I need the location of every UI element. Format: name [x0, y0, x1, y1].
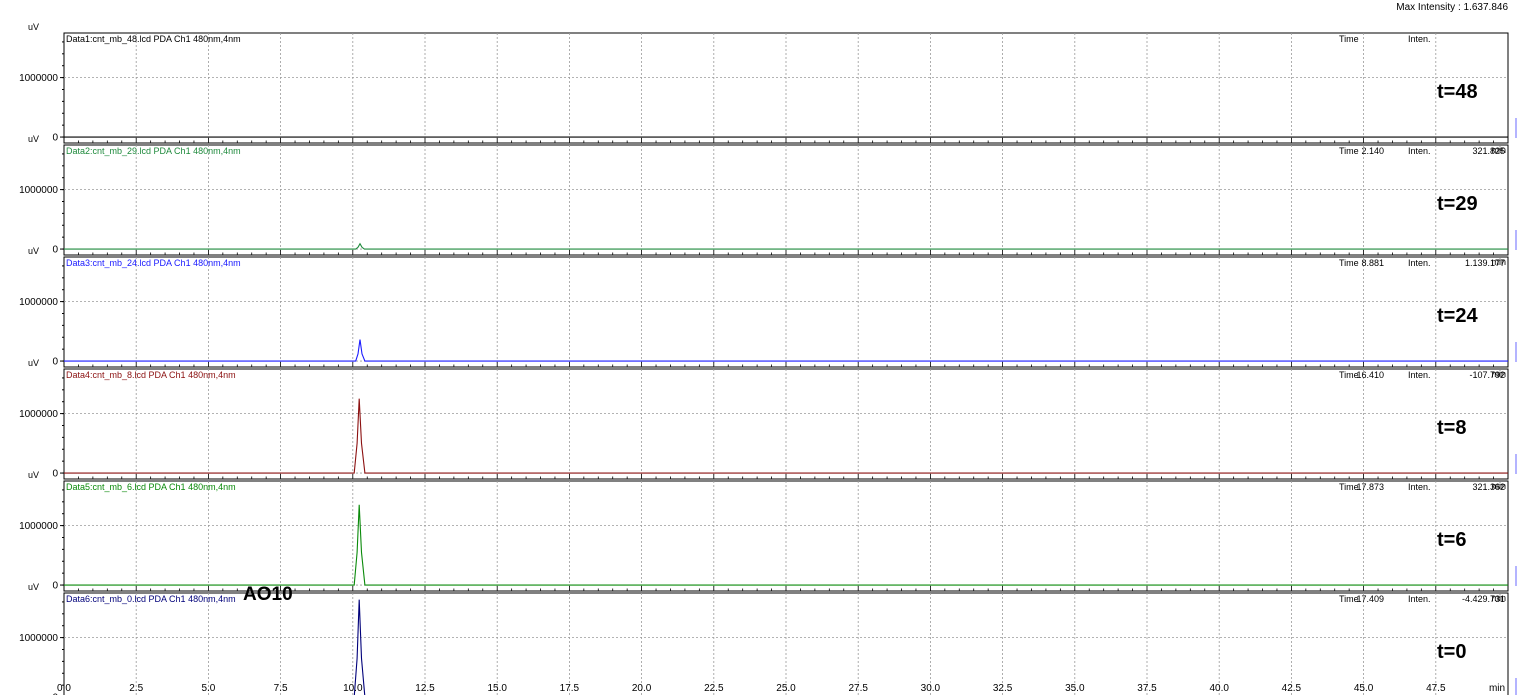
- y-tick-label: 0: [52, 357, 58, 368]
- panel-tag: t=24: [1437, 305, 1478, 327]
- x-tick-label: 42.5: [1282, 683, 1302, 694]
- readout-time-value: 2.140: [1361, 146, 1384, 156]
- x-tick-label: 12.5: [415, 683, 435, 694]
- y-tick-label: 1000000: [19, 185, 58, 196]
- series-line: [353, 599, 366, 695]
- readout-inten-value: 1.139.177: [1465, 258, 1505, 268]
- x-tick-label: 30.0: [921, 683, 941, 694]
- x-tick-label: 5.0: [201, 683, 215, 694]
- x-axis-unit: min: [1491, 593, 1506, 603]
- peak-annotation: AO10: [243, 584, 293, 605]
- y-tick-label: 1000000: [19, 521, 58, 532]
- y-tick-label: 0: [52, 133, 58, 144]
- series-label: Data6:cnt_mb_0.lcd PDA Ch1 480nm,4nm: [66, 594, 236, 604]
- series-label: Data4:cnt_mb_8.lcd PDA Ch1 480nm,4nm: [66, 370, 236, 380]
- readout-time-value: 17.409: [1356, 594, 1384, 604]
- panel-tag: t=29: [1437, 193, 1478, 215]
- max-intensity-label: Max Intensity : 1.637.846: [1396, 2, 1508, 13]
- readout-inten-value: 321.362: [1472, 482, 1505, 492]
- readout-inten-label: Inten.: [1408, 146, 1431, 156]
- x-tick-label: 35.0: [1065, 683, 1085, 694]
- y-axis-unit: uV: [28, 470, 39, 480]
- readout-time-label: Time: [1339, 482, 1359, 492]
- y-axis-unit: uV: [28, 358, 39, 368]
- y-axis-unit: uV: [28, 246, 39, 256]
- x-tick-label: 47.5: [1426, 683, 1446, 694]
- readout-inten-value: -107.792: [1469, 370, 1505, 380]
- y-axis-unit: uV: [28, 582, 39, 592]
- readout-time-value: 17.873: [1356, 482, 1384, 492]
- panel-tag: t=6: [1437, 529, 1466, 551]
- readout-inten-value: 321.825: [1472, 146, 1505, 156]
- series-label: Data2:cnt_mb_29.lcd PDA Ch1 480nm,4nm: [66, 146, 241, 156]
- series-line: [64, 504, 1508, 586]
- x-axis-unit: min: [1491, 257, 1506, 267]
- readout-time-label: Time: [1339, 370, 1359, 380]
- chart-panel-2: 0 1000000 uV min Data2:cnt_mb_29.lcd PDA Ch1…: [19, 134, 1517, 267]
- readout-inten-label: Inten.: [1408, 594, 1431, 604]
- panel-tag: t=0: [1437, 641, 1466, 663]
- readout-inten-label: Inten.: [1408, 34, 1431, 44]
- readout-inten-value: -4.429.731: [1462, 594, 1505, 604]
- x-tick-label: 15.0: [487, 683, 507, 694]
- x-tick-label: 0.0: [57, 683, 71, 694]
- series-label: Data1:cnt_mb_48.lcd PDA Ch1 480nm,4nm: [66, 34, 241, 44]
- x-axis-unit-bottom: min: [1489, 683, 1505, 694]
- readout-time-value: 8.881: [1361, 258, 1384, 268]
- x-tick-label: 32.5: [993, 683, 1013, 694]
- x-tick-label: 20.0: [632, 683, 652, 694]
- x-tick-label: 10.0: [343, 683, 363, 694]
- y-tick-label: 0: [52, 693, 58, 695]
- y-tick-label: 1000000: [19, 73, 58, 84]
- readout-time-label: Time: [1339, 258, 1359, 268]
- series-label: Data5:cnt_mb_6.lcd PDA Ch1 480nm,4nm: [66, 482, 236, 492]
- x-tick-label: 17.5: [560, 683, 580, 694]
- x-tick-label: 40.0: [1209, 683, 1229, 694]
- chart-panel-6: 0 1000000 uV min Data6:cnt_mb_0.lcd PDA Ch1 …: [19, 582, 1517, 695]
- x-axis-unit: min: [1491, 369, 1506, 379]
- x-tick-label: 22.5: [704, 683, 724, 694]
- y-axis-unit: uV: [28, 22, 39, 32]
- readout-inten-label: Inten.: [1408, 482, 1431, 492]
- panel-tag: t=48: [1437, 81, 1478, 103]
- series-label: Data3:cnt_mb_24.lcd PDA Ch1 480nm,4nm: [66, 258, 241, 268]
- readout-time-value: 16.410: [1356, 370, 1384, 380]
- panel-tag: t=8: [1437, 417, 1466, 439]
- y-tick-label: 0: [52, 581, 58, 592]
- readout-inten-label: Inten.: [1408, 370, 1431, 380]
- y-tick-label: 1000000: [19, 409, 58, 420]
- chart-panel-4: 0 1000000 uV min Data4:cnt_mb_8.lcd PDA Ch1 …: [19, 358, 1517, 491]
- y-tick-label: 1000000: [19, 633, 58, 644]
- series-line: [64, 398, 1508, 474]
- x-tick-label: 27.5: [848, 683, 868, 694]
- y-tick-label: 1000000: [19, 297, 58, 308]
- readout-time-label: Time: [1339, 594, 1359, 604]
- chart-panel-5: 0 1000000 uV min Data5:cnt_mb_6.lcd PDA Ch1 …: [19, 470, 1517, 603]
- y-tick-label: 0: [52, 245, 58, 256]
- readout-time-label: Time: [1339, 34, 1359, 44]
- series-line: [64, 339, 1508, 362]
- readout-time-label: Time: [1339, 146, 1359, 156]
- readout-inten-label: Inten.: [1408, 258, 1431, 268]
- chart-panel-1: 0 1000000 uV min Data1:cnt_mb_48.lcd PDA Ch1…: [19, 22, 1517, 155]
- x-tick-label: 25.0: [776, 683, 796, 694]
- y-tick-label: 0: [52, 469, 58, 480]
- x-axis-unit: min: [1491, 145, 1506, 155]
- series-line: [64, 242, 1508, 250]
- x-tick-label: 37.5: [1137, 683, 1157, 694]
- x-tick-label: 2.5: [129, 683, 143, 694]
- x-tick-label: 45.0: [1354, 683, 1374, 694]
- panel-frame: [63, 592, 1509, 695]
- x-axis-unit: min: [1491, 481, 1506, 491]
- y-axis-unit: uV: [28, 134, 39, 144]
- x-tick-label: 7.5: [274, 683, 288, 694]
- chart-panel-3: 0 1000000 uV min Data3:cnt_mb_24.lcd PDA Ch1…: [19, 246, 1517, 379]
